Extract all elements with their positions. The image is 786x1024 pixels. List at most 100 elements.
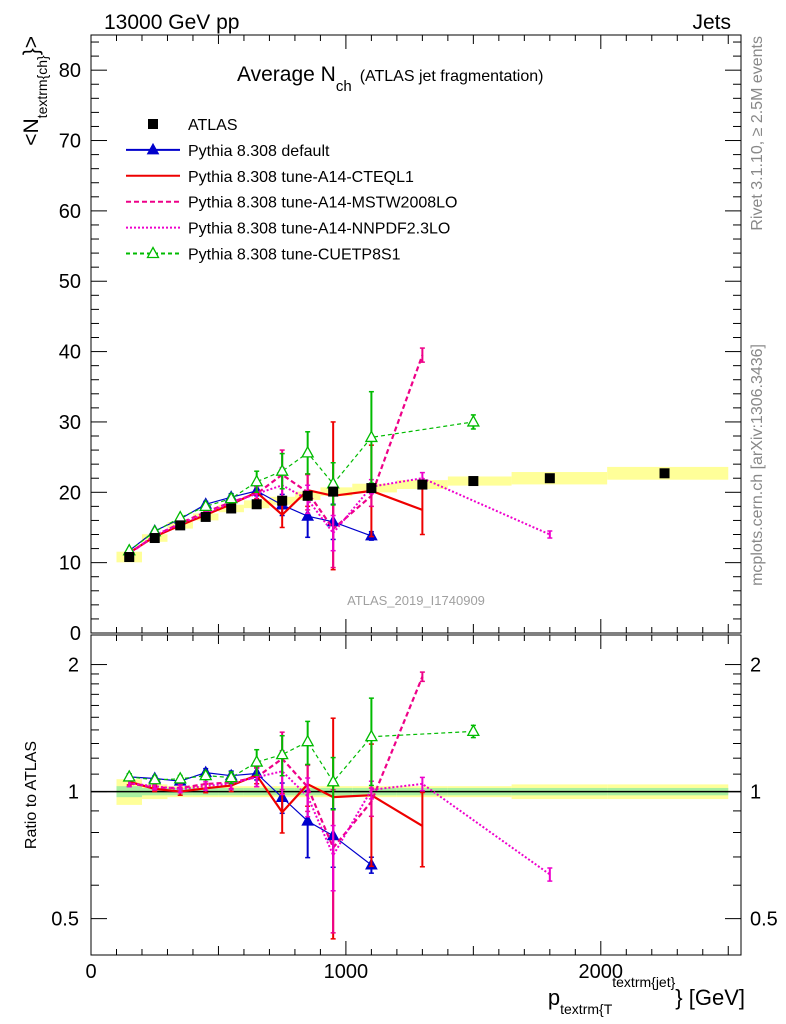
x-tick-label: 1000	[324, 961, 369, 983]
series-4-line	[128, 421, 474, 552]
reference-point	[659, 468, 670, 479]
ratio-panel: 0.5 0.5 1 1 2 2	[51, 634, 778, 956]
legend-label: Pythia 8.308 tune-CUETP8S1	[188, 247, 401, 264]
ratio-axes: 0.5 0.5 1 1 2 2	[51, 635, 778, 955]
ratio-uncertainty-band	[91, 779, 741, 805]
main-y-tick-label: 80	[59, 60, 81, 82]
main-y-tick-label: 30	[59, 412, 81, 434]
x-tick-label: 0	[85, 961, 96, 983]
ratio-series-layer	[122, 671, 553, 940]
legend-label: Pythia 8.308 tune-A14-CTEQL1	[188, 169, 414, 186]
series-4-ratio-marker	[199, 768, 213, 781]
reference-point	[544, 473, 555, 484]
main-reference-points	[124, 468, 670, 563]
legend-item: Pythia 8.308 tune-A14-MSTW2008LO	[126, 195, 457, 212]
ratio-frame	[90, 634, 742, 956]
ratio-y-tick-label-right: 0.5	[750, 909, 778, 931]
reference-point	[251, 499, 262, 510]
main-y-tick-label: 10	[59, 553, 81, 575]
series-4-ratio-marker	[173, 771, 187, 784]
reference-point	[468, 476, 479, 487]
series-3-line	[128, 477, 551, 555]
legend-label: Pythia 8.308 tune-A14-NNPDF2.3LO	[188, 221, 450, 238]
series-4-marker	[224, 491, 238, 504]
legend-marker	[146, 142, 160, 155]
reference-point	[277, 495, 288, 506]
mcplots-label: mcplots.cern.ch [arXiv:1306.3436]	[749, 344, 766, 586]
reference-point	[175, 520, 186, 531]
series-4-ratio-marker	[364, 729, 378, 742]
main-y-tick-label: 70	[59, 131, 81, 153]
main-panel: 0 10 20 30 40 50 60 70 80 Average Nch(ATLAS jet …	[59, 34, 742, 645]
y-axis-label: <Ntextrm{ch}}>	[20, 36, 50, 146]
main-frame	[90, 34, 742, 634]
main-y-tick-label: 60	[59, 201, 81, 223]
legend-item: Pythia 8.308 tune-A14-CTEQL1	[126, 169, 414, 186]
series-4-ratio-marker	[148, 772, 162, 785]
series-4-marker	[275, 463, 289, 476]
series-4-ratio-marker	[224, 770, 238, 783]
main-y-tick-label: 0	[70, 623, 81, 645]
legend-item: ATLAS	[148, 117, 238, 134]
legend-label: Pythia 8.308 tune-A14-MSTW2008LO	[188, 195, 457, 212]
legend-item: Pythia 8.308 tune-CUETP8S1	[126, 246, 401, 264]
main-axes: 0 10 20 30 40 50 60 70 80	[59, 35, 741, 645]
series-0-marker	[301, 509, 315, 521]
series-2-line	[128, 354, 424, 555]
ratio-y-tick-label: 0.5	[51, 909, 79, 931]
series-4-ratio	[122, 697, 480, 811]
rivet-label: Rivet 3.1.10, ≥ 2.5M events	[749, 36, 766, 231]
series-3-ratio	[126, 749, 553, 892]
legend: ATLAS Pythia 8.308 default Pythia 8.308 tu…	[126, 117, 457, 264]
x-tick-labels: 0 1000 2000	[85, 961, 623, 983]
legend-item: Pythia 8.308 default	[126, 142, 330, 160]
energy-label: 13000 GeV pp	[104, 11, 239, 34]
series-4-main	[122, 390, 480, 556]
reference-point	[302, 490, 313, 501]
ratio-y-tick-label: 2	[68, 655, 79, 677]
x-axis-label: ptextrm{Ttextrm{jet}} [GeV]	[548, 974, 745, 1017]
ratio-y-tick-label-right: 2	[750, 655, 761, 677]
reference-point	[366, 483, 377, 494]
analysis-label: ATLAS_2019_I1740909	[347, 593, 485, 608]
ratio-y-tick-label: 1	[68, 782, 79, 804]
main-series-layer	[122, 347, 553, 571]
main-band-outer	[511, 472, 608, 485]
series-0-line	[128, 490, 372, 552]
main-band-outer	[447, 476, 512, 486]
chart-title: Average Nch(ATLAS jet fragmentation)	[237, 63, 543, 95]
series-4-ratio-marker	[466, 724, 480, 737]
series-4-ratio-line	[129, 730, 474, 783]
series-4-ratio-marker	[301, 734, 315, 747]
legend-label: ATLAS	[188, 117, 238, 134]
ratio-y-label: Ratio to ATLAS	[23, 741, 40, 849]
series-4-marker	[250, 474, 264, 487]
x-tick-label: 2000	[579, 961, 624, 983]
category-label: Jets	[692, 11, 731, 34]
series-0-ratio	[122, 765, 378, 874]
series-4-ratio-marker	[122, 769, 136, 782]
reference-point	[328, 486, 339, 497]
main-y-tick-label: 40	[59, 342, 81, 364]
reference-point	[417, 479, 428, 490]
reference-point	[226, 503, 237, 514]
series-4-marker	[466, 414, 480, 427]
series-1-ratio	[126, 717, 425, 940]
legend-label: Pythia 8.308 default	[188, 143, 330, 160]
series-4-marker	[301, 445, 315, 458]
main-y-tick-label: 20	[59, 482, 81, 504]
reference-point	[124, 552, 135, 563]
reference-point	[200, 511, 211, 522]
series-4-marker	[364, 430, 378, 443]
legend-marker	[148, 119, 158, 129]
series-4-marker	[199, 499, 213, 512]
series-0-ratio-marker	[301, 814, 315, 826]
ratio-y-tick-label-right: 1	[750, 782, 761, 804]
legend-marker	[146, 246, 160, 259]
series-4-ratio-marker	[326, 774, 340, 787]
series-4-ratio-marker	[275, 747, 289, 760]
legend-item: Pythia 8.308 tune-A14-NNPDF2.3LO	[126, 221, 450, 238]
series-2-main	[126, 347, 425, 569]
reference-point	[149, 533, 160, 544]
